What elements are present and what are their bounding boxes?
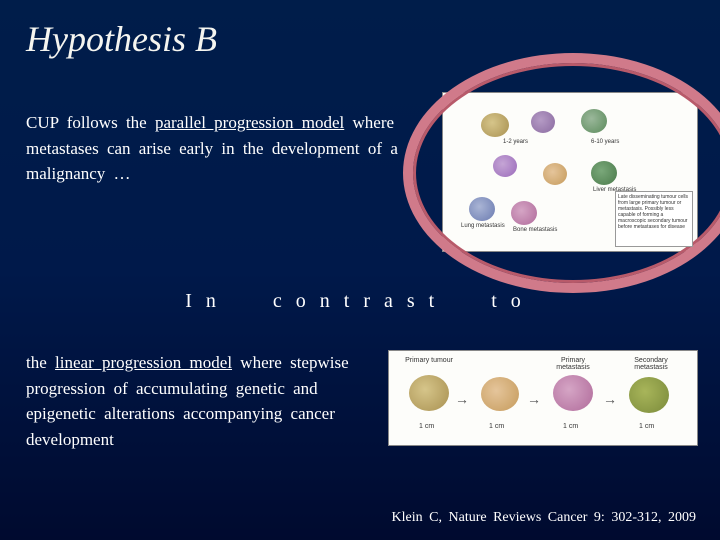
fig2-label-sm: Secondary metastasis <box>621 357 681 371</box>
paragraph-parallel-model: CUP follows the parallel progression mod… <box>26 110 406 187</box>
tumor-stage <box>629 377 669 413</box>
cell-cluster <box>531 111 555 133</box>
fig1-label-years2: 6-10 years <box>591 139 619 145</box>
arrow-icon <box>455 391 473 399</box>
para2-pre: the <box>26 353 55 372</box>
paragraph-linear-model: the linear progression model where stepw… <box>26 350 366 452</box>
contrast-divider-text: In contrast to <box>0 290 720 313</box>
fig1-label-bone: Bone metastasis <box>513 227 557 233</box>
cell-cluster <box>493 155 517 177</box>
fig1-label-years1: 1-2 years <box>503 139 528 145</box>
figure-linear-progression: Primary tumour Primary metastasis Second… <box>388 350 698 446</box>
cell-cluster <box>581 109 607 133</box>
cell-cluster <box>469 197 495 221</box>
cell-cluster <box>481 113 509 137</box>
para1-underlined: parallel progression model <box>155 113 344 132</box>
para1-pre: CUP follows the <box>26 113 155 132</box>
citation-text: Klein C, Nature Reviews Cancer 9: 302-31… <box>392 510 696 526</box>
tumor-stage <box>409 375 449 411</box>
slide-title: Hypothesis B <box>0 0 720 60</box>
cell-cluster <box>511 201 537 225</box>
cell-cluster <box>591 161 617 185</box>
arrow-icon <box>527 391 545 399</box>
cell-cluster <box>543 163 567 185</box>
arrow-icon <box>603 391 621 399</box>
tumor-stage <box>481 377 519 411</box>
tumor-stage <box>553 375 593 411</box>
fig1-caption-box: Late disseminating tumour cells from lar… <box>615 191 693 247</box>
fig1-label-lung: Lung metastasis <box>461 223 505 229</box>
fig2-size-4: 1 cm <box>639 423 654 430</box>
fig2-size-3: 1 cm <box>563 423 578 430</box>
figure-parallel-progression: 1-2 years 6-10 years Lung metastasis Bon… <box>442 92 698 252</box>
fig2-label-primary: Primary tumour <box>403 357 455 364</box>
para2-underlined: linear progression model <box>55 353 232 372</box>
fig2-size-2: 1 cm <box>489 423 504 430</box>
fig2-size-1: 1 cm <box>419 423 434 430</box>
fig2-label-pm: Primary metastasis <box>545 357 601 371</box>
